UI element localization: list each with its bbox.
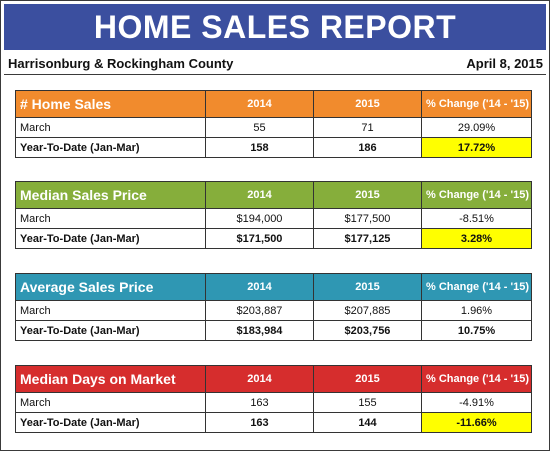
table-title: Median Days on Market	[15, 365, 206, 393]
col-header-change: % Change ('14 - '15)	[421, 90, 532, 118]
value-2015: $177,125	[313, 228, 422, 249]
value-change: 17.72%	[421, 137, 532, 158]
home-sales-table: # Home Sales 2014 2015 % Change ('14 - '…	[15, 90, 532, 158]
report-title-banner: HOME SALES REPORT	[4, 4, 546, 50]
value-2015: 186	[313, 137, 422, 158]
report-title: HOME SALES REPORT	[93, 8, 457, 45]
col-header-2015: 2015	[313, 181, 422, 209]
value-change: -11.66%	[421, 412, 532, 433]
value-2014: $203,887	[205, 300, 314, 321]
table-title: Median Sales Price	[15, 181, 206, 209]
row-label: March	[15, 300, 206, 321]
value-change: 3.28%	[421, 228, 532, 249]
table-row-ytd: Year-To-Date (Jan-Mar) $171,500 $177,125…	[15, 228, 532, 249]
table-row-ytd: Year-To-Date (Jan-Mar) $183,984 $203,756…	[15, 320, 532, 341]
region-label: Harrisonburg & Rockingham County	[8, 55, 234, 71]
median-days-on-market-table: Median Days on Market 2014 2015 % Change…	[15, 365, 532, 433]
col-header-change: % Change ('14 - '15)	[421, 365, 532, 393]
median-sales-price-table: Median Sales Price 2014 2015 % Change ('…	[15, 181, 532, 249]
value-2015: 155	[313, 392, 422, 413]
header-divider	[4, 74, 546, 75]
table-row-march: March 163 155 -4.91%	[15, 392, 532, 413]
value-2014: 163	[205, 392, 314, 413]
table-row-march: March $203,887 $207,885 1.96%	[15, 300, 532, 321]
table-row-march: March 55 71 29.09%	[15, 117, 532, 138]
value-2014: $171,500	[205, 228, 314, 249]
table-header-row: Median Sales Price 2014 2015 % Change ('…	[15, 181, 532, 209]
col-header-2015: 2015	[313, 365, 422, 393]
row-label: March	[15, 392, 206, 413]
value-change: 1.96%	[421, 300, 532, 321]
report-date: April 8, 2015	[466, 55, 543, 71]
row-label: March	[15, 117, 206, 138]
table-header-row: Average Sales Price 2014 2015 % Change (…	[15, 273, 532, 301]
report-subheader: Harrisonburg & Rockingham County April 8…	[8, 54, 543, 72]
value-2014: 163	[205, 412, 314, 433]
table-header-row: Median Days on Market 2014 2015 % Change…	[15, 365, 532, 393]
value-change: 29.09%	[421, 117, 532, 138]
col-header-2014: 2014	[205, 90, 314, 118]
value-2014: $194,000	[205, 208, 314, 229]
table-title: Average Sales Price	[15, 273, 206, 301]
table-row-ytd: Year-To-Date (Jan-Mar) 158 186 17.72%	[15, 137, 532, 158]
col-header-2014: 2014	[205, 273, 314, 301]
col-header-change: % Change ('14 - '15)	[421, 181, 532, 209]
col-header-2015: 2015	[313, 273, 422, 301]
value-2015: $177,500	[313, 208, 422, 229]
col-header-change: % Change ('14 - '15)	[421, 273, 532, 301]
row-label: March	[15, 208, 206, 229]
row-label: Year-To-Date (Jan-Mar)	[15, 228, 206, 249]
value-2015: 144	[313, 412, 422, 433]
table-row-ytd: Year-To-Date (Jan-Mar) 163 144 -11.66%	[15, 412, 532, 433]
row-label: Year-To-Date (Jan-Mar)	[15, 320, 206, 341]
col-header-2014: 2014	[205, 365, 314, 393]
value-2015: 71	[313, 117, 422, 138]
row-label: Year-To-Date (Jan-Mar)	[15, 412, 206, 433]
col-header-2015: 2015	[313, 90, 422, 118]
row-label: Year-To-Date (Jan-Mar)	[15, 137, 206, 158]
table-row-march: March $194,000 $177,500 -8.51%	[15, 208, 532, 229]
value-change: -4.91%	[421, 392, 532, 413]
value-2015: $207,885	[313, 300, 422, 321]
average-sales-price-table: Average Sales Price 2014 2015 % Change (…	[15, 273, 532, 341]
table-header-row: # Home Sales 2014 2015 % Change ('14 - '…	[15, 90, 532, 118]
value-2015: $203,756	[313, 320, 422, 341]
value-change: 10.75%	[421, 320, 532, 341]
value-2014: 55	[205, 117, 314, 138]
value-2014: $183,984	[205, 320, 314, 341]
table-title: # Home Sales	[15, 90, 206, 118]
value-change: -8.51%	[421, 208, 532, 229]
value-2014: 158	[205, 137, 314, 158]
col-header-2014: 2014	[205, 181, 314, 209]
